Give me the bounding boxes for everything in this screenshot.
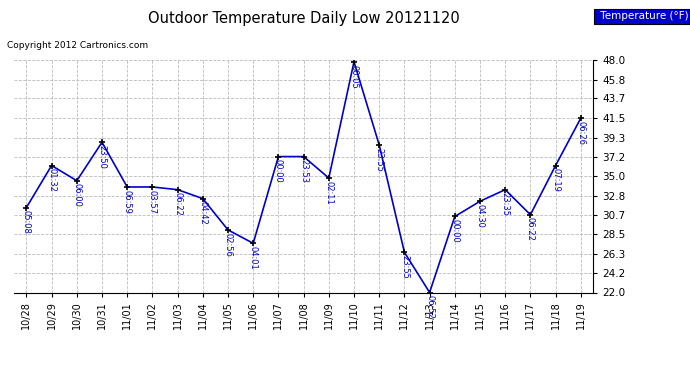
Text: Temperature (°F): Temperature (°F) [597,11,690,21]
Text: 23:35: 23:35 [501,192,510,216]
Text: 23:53: 23:53 [299,159,308,183]
Text: 00:00: 00:00 [274,159,283,183]
Text: 06:00: 06:00 [72,183,81,207]
Text: 06:22: 06:22 [173,192,182,216]
Text: 05:08: 05:08 [22,210,31,234]
Text: 00:00: 00:00 [451,219,460,243]
Text: 02:56: 02:56 [224,232,233,256]
Text: 00:05: 00:05 [350,64,359,88]
Text: 04:01: 04:01 [248,246,257,270]
Text: 06:26: 06:26 [576,121,585,145]
Text: 07:19: 07:19 [551,168,560,192]
Text: 04:42: 04:42 [198,201,207,225]
Text: 23:55: 23:55 [400,255,409,279]
Text: 01:32: 01:32 [47,168,56,192]
Text: 23:55: 23:55 [375,148,384,172]
Text: Outdoor Temperature Daily Low 20121120: Outdoor Temperature Daily Low 20121120 [148,11,460,26]
Text: 06:59: 06:59 [123,190,132,214]
Text: 23:50: 23:50 [97,145,106,169]
Text: 06:22: 06:22 [526,217,535,242]
Text: Copyright 2012 Cartronics.com: Copyright 2012 Cartronics.com [7,41,148,50]
Text: 06:52: 06:52 [425,295,434,319]
Text: 03:57: 03:57 [148,190,157,214]
Text: 04:30: 04:30 [475,204,484,228]
Text: 02:11: 02:11 [324,181,333,205]
